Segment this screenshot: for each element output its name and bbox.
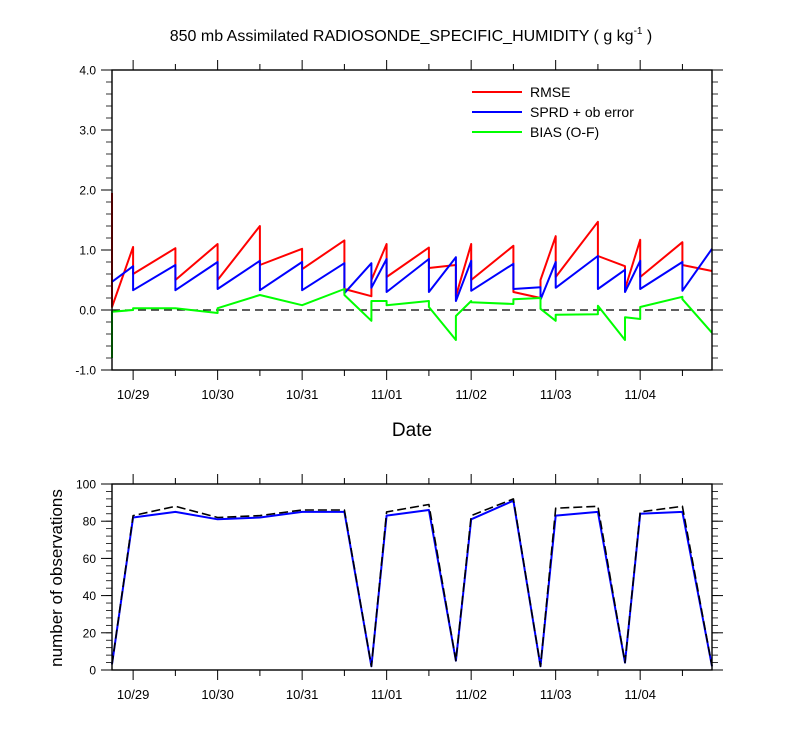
chart-title: 850 mb Assimilated RADIOSONDE_SPECIFIC_H… [170,26,653,45]
bottom-axis-ticks [101,474,723,680]
y-tick-label: 0.0 [79,304,96,318]
y-tick-label: 2.0 [79,184,96,198]
top-y-tick-labels: -1.0 0.0 1.0 2.0 3.0 4.0 [75,64,96,378]
legend-rmse-label: RMSE [530,84,570,100]
chart-title-main: 850 mb Assimilated RADIOSONDE_SPECIFIC_H… [170,28,634,45]
x-tick-label: 10/29 [117,387,150,402]
x-tick-label: 11/04 [624,387,656,402]
bottom-y-tick-labels: 0 20 40 60 80 100 [76,478,96,678]
legend-sprd-label: SPRD + ob error [530,104,634,120]
x-tick-label: 10/30 [201,687,234,702]
y-tick-label: 40 [83,589,97,603]
x-tick-label: 11/04 [624,687,656,702]
x-axis-label: Date [392,420,432,441]
series-rmse-line [111,193,713,308]
y-tick-label: 3.0 [79,124,96,138]
x-tick-label: 11/01 [371,387,403,402]
chart-title-end: ) [642,28,652,45]
chart-title-superscript: -1 [634,26,643,37]
x-tick-label: 11/03 [540,387,572,402]
x-tick-label: 10/30 [201,387,234,402]
y-tick-label: -1.0 [75,364,96,378]
x-tick-label: 10/31 [286,387,319,402]
y-tick-label: 4.0 [79,64,96,78]
x-tick-label: 11/03 [540,687,572,702]
bottom-panel: 0 20 40 60 80 100 10/29 10/30 10/31 11/01 11/02 11… [47,474,723,702]
y-tick-label: 100 [76,478,96,492]
y-tick-label: 1.0 [79,244,96,258]
y-tick-label: 80 [83,515,97,529]
legend: RMSE SPRD + ob error BIAS (O-F) [472,84,634,140]
x-tick-label: 11/01 [371,687,403,702]
top-x-tick-labels: 10/29 10/30 10/31 11/01 11/02 11/03 11/04 [117,387,656,402]
top-panel: 850 mb Assimilated RADIOSONDE_SPECIFIC_H… [75,26,723,441]
series-bias-o-f-line [111,288,713,358]
bottom-plot-frame [111,483,713,671]
x-tick-label: 10/31 [286,687,319,702]
x-tick-label: 11/02 [455,387,487,402]
x-tick-label: 10/29 [117,687,150,702]
top-series-lines [111,193,713,358]
bottom-x-tick-labels: 10/29 10/30 10/31 11/01 11/02 11/03 11/04 [117,687,656,702]
y-tick-label: 0 [89,664,96,678]
top-plot-frame [111,69,713,371]
series-possible-line [111,498,713,668]
series-sprd-ob-error-line [111,248,713,302]
x-tick-label: 11/02 [455,687,487,702]
y-tick-label: 60 [83,552,97,566]
top-axis-ticks [101,60,723,380]
y-tick-label: 20 [83,626,97,640]
bottom-series-lines [111,498,713,668]
y-axis-label: number of observations [47,489,66,667]
legend-bias-label: BIAS (O-F) [530,124,599,140]
